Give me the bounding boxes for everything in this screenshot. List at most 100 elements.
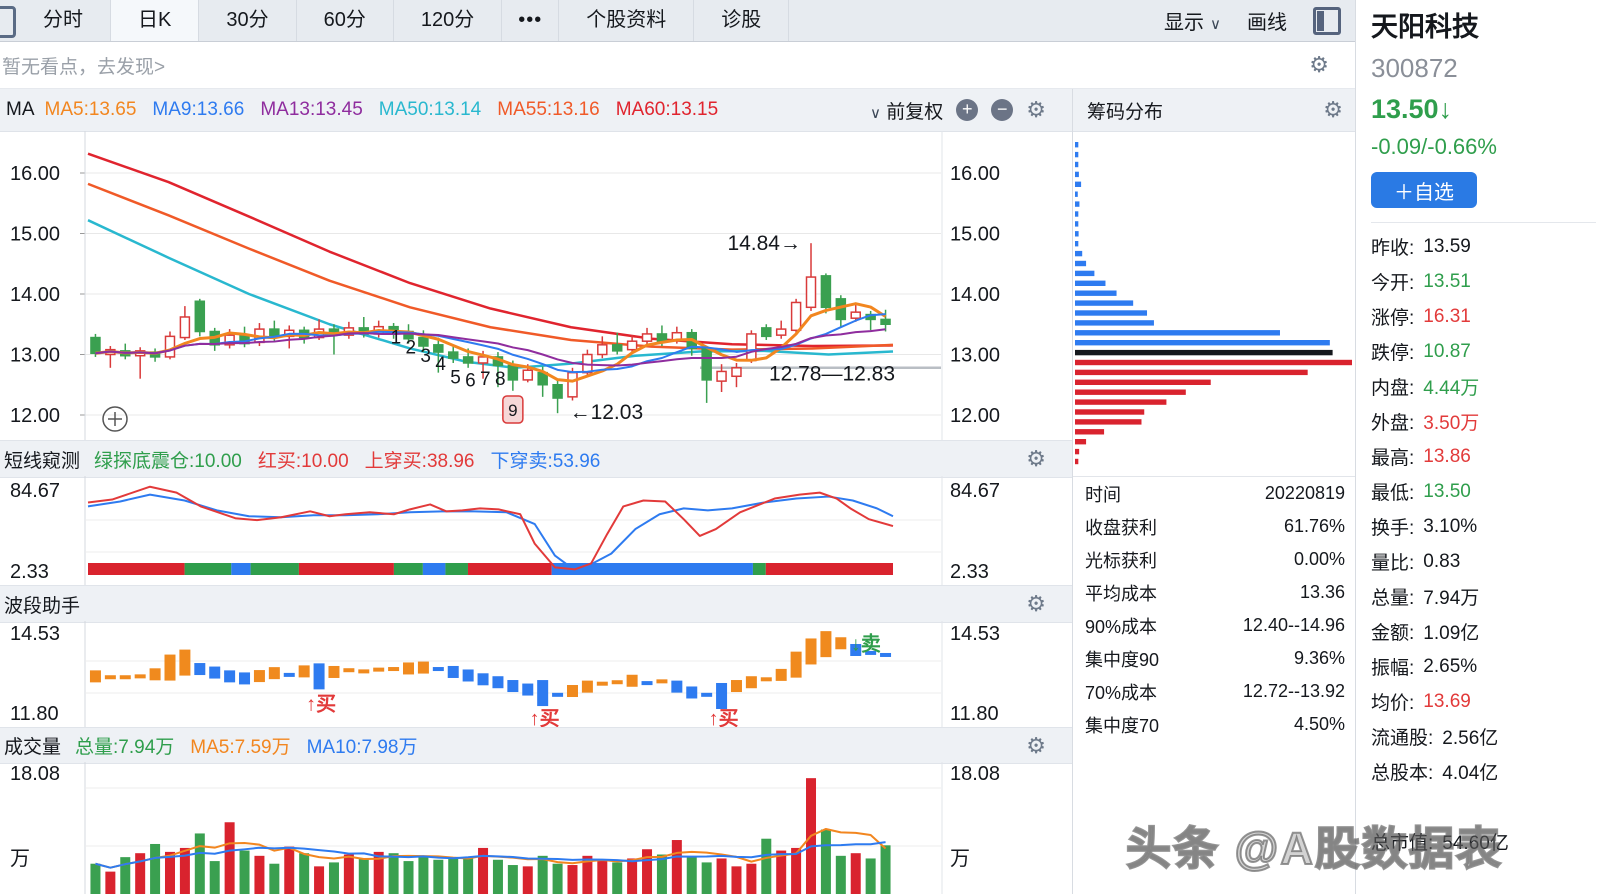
quote-stat-label: 流通股: xyxy=(1371,728,1434,749)
quote-stat-row: 振幅: 2.65% xyxy=(1371,649,1610,684)
sidebar-divider-line xyxy=(1371,222,1596,223)
legend-item: 总量:7.94万 xyxy=(75,737,175,758)
wave-settings-gear-icon[interactable]: ⚙ xyxy=(1026,591,1046,616)
ma-values: MA5:13.65 MA9:13.66 MA13:13.45 MA50:13.14 MA… xyxy=(45,99,735,121)
chip-stat-value: 20220819 xyxy=(1264,483,1345,503)
chip-stat-label: 光标获利 xyxy=(1085,550,1157,571)
quote-stat-row: 总量: 7.94万 xyxy=(1371,579,1610,614)
draw-line-button[interactable]: 画线 xyxy=(1247,12,1287,34)
tab-1[interactable]: 分时 xyxy=(16,0,111,41)
stock-code: 300872 xyxy=(1371,53,1458,83)
quote-stat-label: 量比: xyxy=(1371,553,1415,574)
main-chart-settings-gear-icon[interactable]: ⚙ xyxy=(1026,97,1046,122)
volume-settings-gear-icon[interactable]: ⚙ xyxy=(1026,732,1046,758)
volume-chart: 18.08 18.08 万 万 xyxy=(10,762,1000,894)
short-term-panel-header: 短线窥测 绿探底震仓:10.00 红买:10.00 上穿买:38.96 下穿卖:53.… xyxy=(0,440,1072,478)
chip-bar xyxy=(1075,448,1080,455)
short-term-legend: 绿探底震仓:10.00 红买:10.00 上穿买:38.96 下穿卖:53.96 xyxy=(94,446,616,473)
tab-8[interactable]: 诊股 xyxy=(694,0,790,41)
adjust-mode-dropdown[interactable]: ∨ 前复权 xyxy=(869,101,944,123)
candlestick-chart[interactable]: 16.00 16.00 15.00 15.00 14.00 14.00 13.00 13.00… xyxy=(0,131,1072,440)
period-tabs: 分时 日K 30分 60分 120分 ••• 个股资料 诊股 xyxy=(16,0,790,41)
chip-stat-label: 90%成本 xyxy=(1085,616,1158,637)
y-axis-label: 12.00 xyxy=(950,405,1000,427)
chip-stat-value: 4.50% xyxy=(1293,714,1345,734)
count-digit: 6 xyxy=(465,371,476,392)
chip-bar xyxy=(1075,151,1079,158)
count-digit: 1 xyxy=(391,328,402,349)
quote-stat-label: 总股本: xyxy=(1371,763,1434,784)
signal-strip-segment xyxy=(752,563,766,575)
legend-item: 下穿卖:53.96 xyxy=(490,450,601,472)
quote-stat-value: 3.10% xyxy=(1423,515,1478,537)
red-line xyxy=(87,485,894,571)
y-axis-label: 13.00 xyxy=(10,345,60,367)
chevron-down-icon: ∨ xyxy=(1210,16,1221,33)
chip-bar xyxy=(1075,280,1106,286)
quote-stat-label: 最高: xyxy=(1371,448,1415,469)
y-axis-label: 12.00 xyxy=(10,405,60,427)
quote-stats-list: 昨收: 13.59 今开: 13.51 涨停: 16.31 跌停: 10.87 内盘: 4.44万… xyxy=(1371,229,1610,859)
trade-signal-marker: ↓卖 xyxy=(851,632,881,655)
count-digit: 7 xyxy=(480,369,491,390)
y-axis-label: 11.80 xyxy=(950,703,999,725)
add-watchlist-button[interactable]: ＋自选 xyxy=(1371,172,1477,208)
signal-strip-segment xyxy=(184,563,232,575)
chip-stat-value: 13.36 xyxy=(1299,582,1345,602)
legend-item: 上穿买:38.96 xyxy=(364,450,475,472)
chip-bar xyxy=(1075,250,1083,257)
tab-6[interactable]: ••• xyxy=(502,0,560,41)
chip-bar xyxy=(1075,171,1079,178)
quote-stat-label: 今开: xyxy=(1371,273,1415,294)
chip-bar xyxy=(1075,270,1095,277)
count-digit: 4 xyxy=(435,354,446,375)
chip-bar xyxy=(1075,201,1080,207)
zoom-in-icon[interactable]: + xyxy=(956,99,979,121)
chip-stat-value: 12.40--14.96 xyxy=(1242,615,1345,635)
panel-layout-icon[interactable] xyxy=(1313,6,1341,35)
quote-stat-row: 跌停: 10.87 xyxy=(1371,334,1610,369)
tab-4[interactable]: 60分 xyxy=(297,0,394,41)
chip-bar xyxy=(1075,260,1087,267)
y-axis-label: 84.67 xyxy=(10,480,60,502)
legend-item: 红买:10.00 xyxy=(257,450,349,472)
count-digit: 8 xyxy=(495,369,506,390)
volume-bars xyxy=(90,778,891,894)
signal-strip-segment xyxy=(393,563,423,575)
display-menu[interactable]: 显示 ∨ xyxy=(1164,12,1221,34)
quote-sidebar: 天阳科技 300872 13.50↓ -0.09/-0.66% ＋自选 昨收: 1… xyxy=(1356,0,1610,894)
y-axis-label: 15.00 xyxy=(950,224,1000,246)
quote-stat-value: 13.50 xyxy=(1423,480,1471,502)
tab-5[interactable]: 120分 xyxy=(394,0,503,41)
chip-settings-gear-icon[interactable]: ⚙ xyxy=(1323,97,1343,122)
short-term-settings-gear-icon[interactable]: ⚙ xyxy=(1026,446,1046,471)
legend-item: MA5:7.59万 xyxy=(190,737,291,758)
ma-value: MA9:13.66 xyxy=(152,99,245,120)
quote-stat-label: 总量: xyxy=(1371,588,1415,609)
chip-stat-row: 光标获利 0.00% xyxy=(1073,543,1355,576)
signal-strip-segment xyxy=(765,563,893,575)
chip-stat-row: 平均成本 13.36 xyxy=(1073,576,1355,609)
quote-stat-label: 振幅: xyxy=(1371,658,1415,679)
wave-assistant-chart: ↑买 ↑买 ↑买 ↓卖 14.53 14.53 11.80 11.80 xyxy=(10,621,1000,727)
quote-stat-row: 换手: 3.10% xyxy=(1371,509,1610,544)
quote-stat-label: 换手: xyxy=(1371,518,1415,539)
chip-bar xyxy=(1075,458,1079,465)
quote-stat-label: 金额: xyxy=(1371,623,1415,644)
tab-3[interactable]: 30分 xyxy=(199,0,297,41)
ma-value: MA5:13.65 xyxy=(44,99,137,120)
chip-stat-label: 平均成本 xyxy=(1085,583,1157,604)
add-marker-icon xyxy=(102,406,128,432)
quote-stat-row: 总市值: 54.60亿 xyxy=(1371,824,1610,859)
quote-stat-label: 均价: xyxy=(1371,693,1415,714)
tab-2[interactable]: 日K xyxy=(111,0,200,41)
ma-prefix: MA xyxy=(6,99,35,120)
zoom-out-icon[interactable]: − xyxy=(991,99,1014,121)
tab-7[interactable]: 个股资料 xyxy=(559,0,695,41)
news-settings-gear-icon[interactable]: ⚙ xyxy=(1309,52,1329,77)
low-annotation: ←12.03 xyxy=(570,401,644,424)
news-link[interactable]: 暂无看点，去发现> xyxy=(2,56,166,78)
quote-stat-label: 最低: xyxy=(1371,483,1415,504)
ma-value: MA55:13.16 xyxy=(497,99,600,120)
signal-strip-segment xyxy=(422,563,446,575)
